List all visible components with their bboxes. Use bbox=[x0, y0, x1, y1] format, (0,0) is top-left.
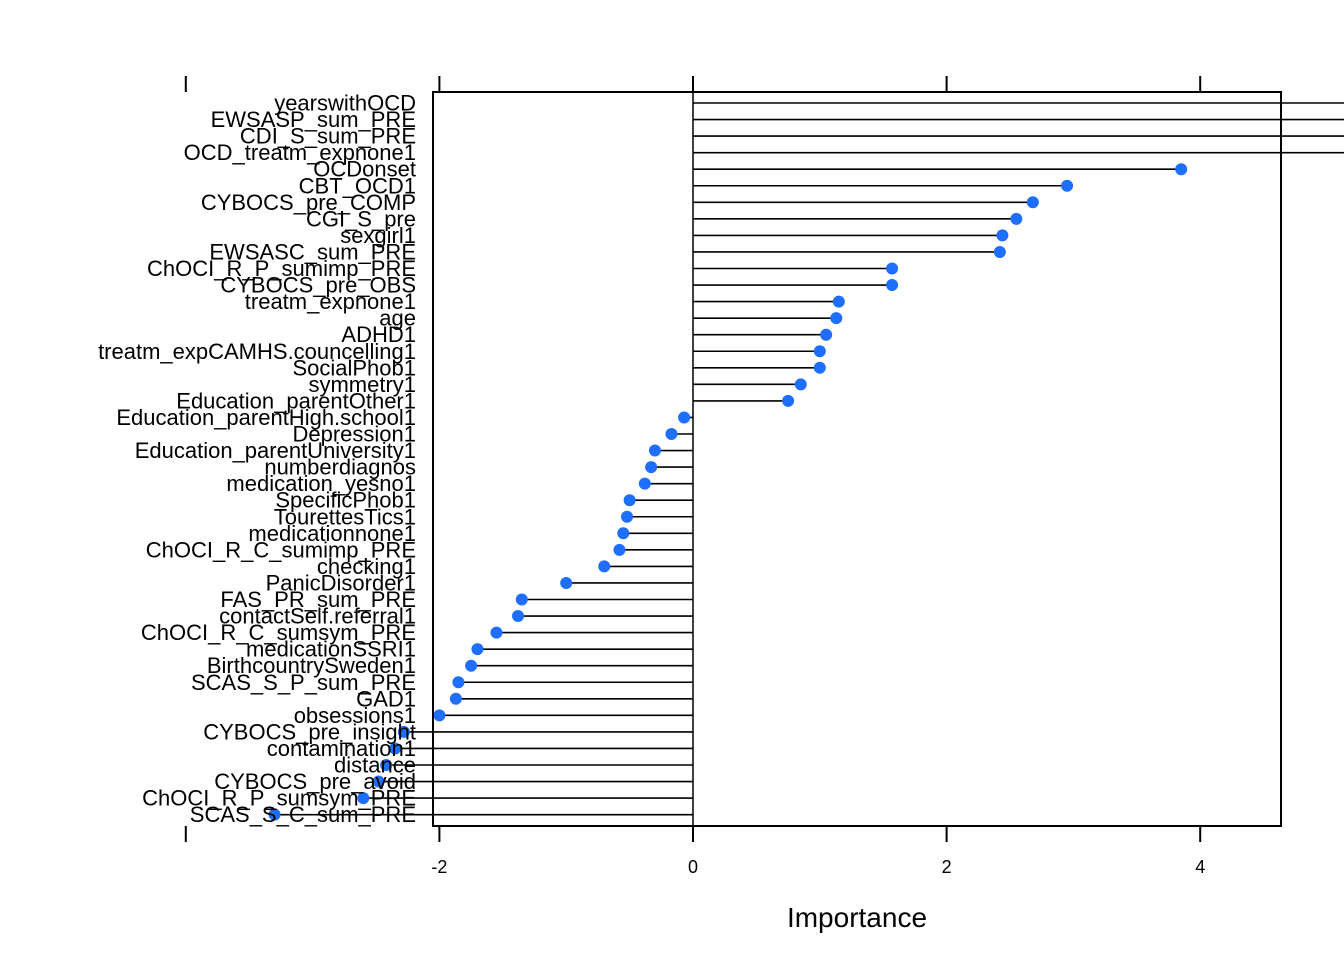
data-point bbox=[560, 576, 573, 589]
category-label: treatm_expnone1 bbox=[245, 289, 416, 314]
leader-lines bbox=[274, 102, 1344, 816]
x-tick-label: -2 bbox=[431, 857, 447, 877]
data-point bbox=[996, 229, 1009, 242]
category-label: yearswithOCD bbox=[274, 91, 416, 116]
top-axis-ticks bbox=[184, 76, 1202, 92]
x-axis-title: Importance bbox=[787, 902, 927, 933]
category-label: SCAS_S_C_sum_PRE bbox=[190, 802, 416, 827]
y-category-labels: yearswithOCDEWSASP_sum_PRECDI_S_sum_PREO… bbox=[98, 91, 416, 828]
category-label: numberdiagnos bbox=[264, 455, 416, 480]
category-label: SCAS_S_P_sum_PRE bbox=[191, 670, 416, 695]
category-label: medicationnone1 bbox=[248, 521, 416, 546]
data-point bbox=[1175, 163, 1188, 176]
category-label: OCDonset bbox=[313, 157, 416, 182]
category-label: age bbox=[379, 306, 416, 331]
category-label: PanicDisorder1 bbox=[266, 570, 416, 595]
data-point bbox=[1010, 212, 1023, 225]
data-point bbox=[813, 345, 826, 358]
category-label: EWSASC_sum_PRE bbox=[209, 239, 416, 264]
category-label: sexgirl1 bbox=[340, 223, 416, 248]
data-point bbox=[490, 626, 503, 639]
data-point bbox=[621, 510, 634, 523]
category-label: Education_parentHigh.school1 bbox=[116, 405, 416, 430]
data-point bbox=[794, 378, 807, 391]
data-point bbox=[830, 312, 843, 325]
category-label: CYBOCS_pre_COMP bbox=[201, 190, 416, 215]
category-label: EWSASP_sum_PRE bbox=[211, 107, 416, 132]
data-point bbox=[638, 477, 651, 490]
category-label: checking1 bbox=[317, 554, 416, 579]
category-label: GAD1 bbox=[356, 686, 416, 711]
category-label: medicationSSRI1 bbox=[246, 637, 416, 662]
category-label: SpecificPhob1 bbox=[275, 488, 416, 513]
data-point bbox=[515, 593, 528, 606]
data-point bbox=[397, 725, 410, 738]
category-label: contamination1 bbox=[267, 736, 416, 761]
x-tick-label: 4 bbox=[1195, 857, 1205, 877]
category-label: ChOCI_R_C_sumimp_PRE bbox=[146, 537, 416, 562]
data-point bbox=[465, 659, 478, 672]
category-label: Education_parentOther1 bbox=[176, 388, 416, 413]
data-point bbox=[1061, 179, 1074, 192]
category-label: CBT_OCD1 bbox=[299, 173, 416, 198]
data-point bbox=[813, 361, 826, 374]
data-point bbox=[613, 543, 626, 556]
data-point bbox=[678, 411, 691, 424]
category-label: CYBOCS_pre_insight bbox=[203, 719, 416, 744]
category-label: Depression1 bbox=[292, 422, 416, 447]
data-point bbox=[380, 759, 393, 771]
category-label: CYBOCS_pre_OBS bbox=[220, 273, 416, 298]
category-label: ChOCI_R_P_sumimp_PRE bbox=[147, 256, 416, 281]
category-label: CYBOCS_pre_avoid bbox=[214, 769, 416, 794]
data-point bbox=[665, 428, 678, 440]
data-point bbox=[598, 560, 611, 573]
category-label: Education_parentUniversity1 bbox=[135, 438, 416, 463]
data-point bbox=[832, 295, 845, 308]
data-point bbox=[471, 643, 484, 656]
category-label: distance bbox=[334, 753, 416, 778]
data-point bbox=[357, 792, 370, 805]
category-label: obsessions1 bbox=[294, 703, 416, 728]
data-points bbox=[268, 163, 1188, 821]
category-label: TourettesTics1 bbox=[274, 504, 416, 529]
category-label: ChOCI_R_P_sumsym_PRE bbox=[142, 786, 416, 811]
data-point bbox=[452, 676, 465, 689]
data-point bbox=[886, 262, 899, 275]
category-label: CDI_S_sum_PRE bbox=[240, 124, 416, 149]
category-label: symmetry1 bbox=[308, 372, 416, 397]
category-label: BirthcountrySweden1 bbox=[207, 653, 416, 678]
data-point bbox=[617, 527, 630, 540]
data-point bbox=[372, 775, 385, 788]
category-label: FAS_PR_sum_PRE bbox=[220, 587, 416, 612]
data-point bbox=[782, 394, 795, 407]
x-tick-labels: -202468 bbox=[431, 857, 1205, 877]
x-tick-label: 2 bbox=[942, 857, 952, 877]
data-point bbox=[512, 610, 525, 623]
data-point bbox=[648, 444, 661, 457]
category-label: medication_yesno1 bbox=[226, 471, 416, 496]
x-tick-label: 0 bbox=[688, 857, 698, 877]
category-label: ChOCI_R_C_sumsym_PRE bbox=[141, 620, 416, 645]
bottom-axis-ticks bbox=[184, 826, 1202, 842]
category-label: contactSelf.referral1 bbox=[219, 604, 416, 629]
data-point bbox=[449, 692, 462, 705]
data-point bbox=[389, 742, 402, 755]
category-label: ADHD1 bbox=[341, 322, 416, 347]
data-point bbox=[993, 245, 1006, 258]
plot-panel-border bbox=[432, 91, 1282, 827]
category-label: treatm_expCAMHS.councelling1 bbox=[98, 339, 416, 364]
data-point bbox=[1026, 196, 1039, 209]
category-label: SocialPhob1 bbox=[292, 355, 416, 380]
data-point bbox=[820, 328, 833, 341]
data-point bbox=[433, 709, 446, 722]
data-point bbox=[886, 279, 899, 292]
data-point bbox=[645, 461, 658, 474]
data-point bbox=[268, 808, 281, 821]
data-point bbox=[623, 494, 636, 507]
category-label: OCD_treatm_expnone1 bbox=[184, 140, 416, 165]
category-label: CGI_S_pre bbox=[306, 206, 416, 231]
